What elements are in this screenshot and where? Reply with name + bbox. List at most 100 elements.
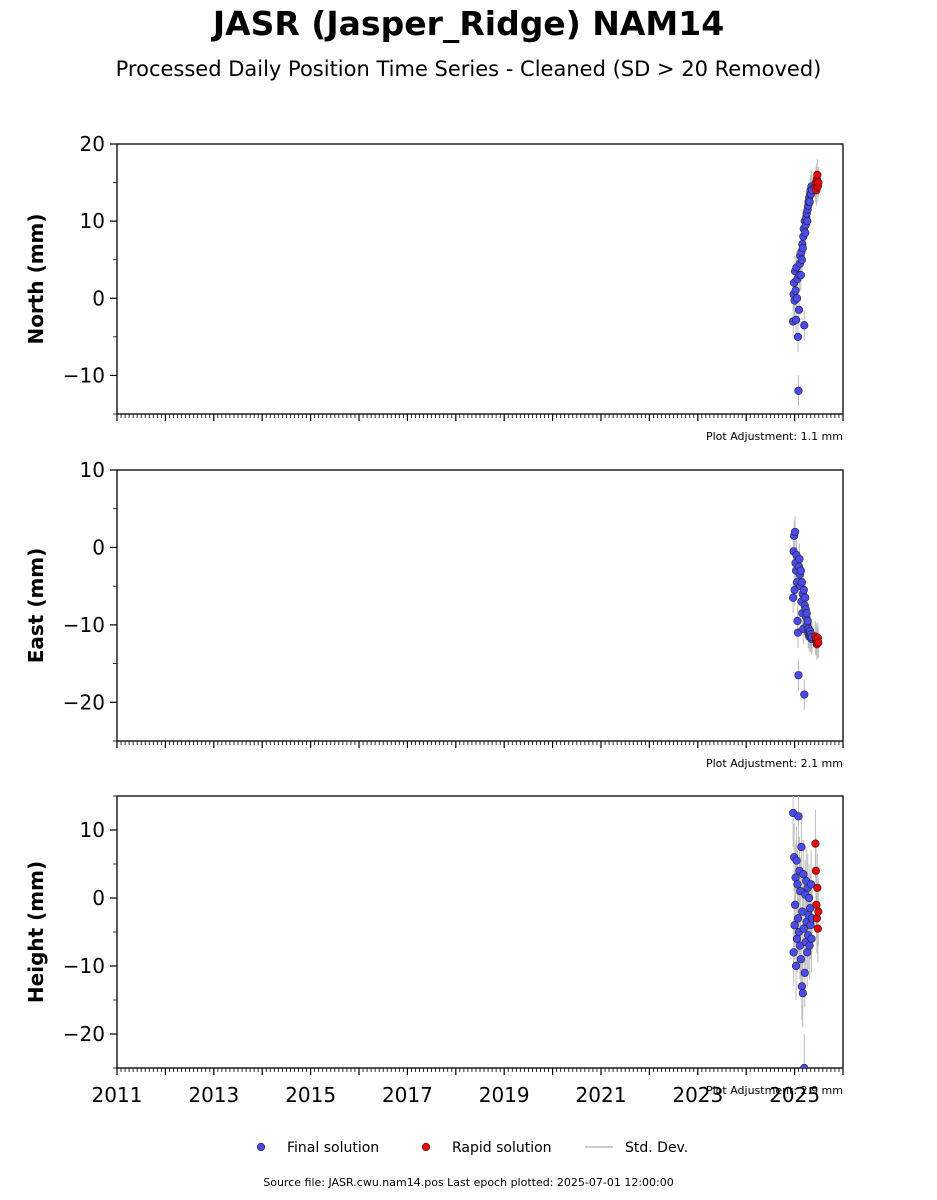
legend-marker-rapid (421, 1142, 431, 1152)
x-tick-label: 2017 (382, 1083, 433, 1107)
y-tick-label: 0 (92, 535, 105, 559)
plot-frame (116, 469, 844, 742)
x-tick-label: 2021 (576, 1083, 627, 1107)
source-footer: Source file: JASR.cwu.nam14.pos Last epo… (263, 1176, 674, 1189)
x-tick-label: 2013 (188, 1083, 239, 1107)
rapid-solution-point (813, 924, 822, 933)
y-tick-label: 20 (80, 132, 105, 156)
y-tick-label: 10 (80, 818, 105, 842)
final-solution-point (807, 934, 816, 943)
final-solution-point (805, 904, 815, 913)
final-solution-point (790, 585, 799, 595)
final-solution-point (799, 870, 808, 879)
final-solution-point (800, 321, 809, 330)
legend-marker-final (256, 1142, 266, 1152)
final-solution-point (791, 315, 801, 324)
final-solution-point (793, 616, 802, 626)
rapid-solution-point (814, 638, 823, 647)
final-solution-point (796, 955, 805, 964)
rapid-solution-point (814, 178, 823, 187)
final-solution-point (802, 609, 811, 618)
panel-2: −20 −10 0 10 East (mm) Plot Adjustment: 2.1 m… (24, 458, 844, 770)
final-solution-point (799, 585, 808, 595)
y-tick-label: −20 (63, 690, 105, 714)
final-solution-point (793, 332, 803, 341)
final-solution-point (797, 982, 806, 991)
final-solution-point (794, 812, 803, 821)
final-solution-point (798, 907, 807, 916)
final-solution-point (791, 873, 800, 882)
final-solution-point (790, 527, 800, 537)
final-solution-point (796, 271, 805, 280)
final-solution-point (800, 1063, 809, 1068)
rapid-solution-point (813, 883, 822, 892)
final-solution-point (794, 305, 804, 314)
panel-3: −20 −10 0 10 2011 2013 2015 2017 2019 2021 2023 202… (24, 795, 844, 1107)
final-solution-point (803, 217, 812, 226)
rapid-solution-point (813, 170, 822, 179)
y-axis-label: East (mm) (24, 548, 48, 664)
chart-title: JASR (Jasper_Ridge) NAM14 (212, 4, 725, 43)
plot-adjustment-note: Plot Adjustment: 2.9 mm (706, 1084, 843, 1097)
final-solution-point (803, 616, 812, 626)
x-tick-label: 2015 (285, 1083, 336, 1107)
y-axis-label: Height (mm) (24, 861, 48, 1003)
final-solution-point (797, 578, 806, 587)
final-solution-point (789, 593, 798, 602)
final-solution-point (794, 386, 803, 395)
final-solution-point (789, 948, 798, 957)
final-solution-point (800, 968, 809, 977)
final-solution-point (797, 255, 806, 264)
rapid-solution-point (812, 914, 821, 923)
final-solution-point (806, 880, 816, 889)
x-tick-label: 2019 (479, 1083, 530, 1107)
final-solution-point (799, 924, 808, 933)
final-solution-point (805, 197, 814, 206)
rapid-solution-point (814, 907, 823, 916)
final-solution-point (803, 948, 812, 957)
legend-label: Std. Dev. (625, 1140, 688, 1156)
y-tick-label: 0 (92, 286, 105, 310)
legend-label: Rapid solution (452, 1140, 552, 1156)
final-solution-point (795, 554, 804, 564)
final-solution-point (793, 880, 802, 889)
final-solution-point (793, 914, 803, 923)
final-solution-point (792, 934, 802, 943)
plot-frame (116, 795, 844, 1069)
plot-frame (116, 143, 844, 415)
final-solution-point (805, 893, 814, 903)
final-solution-point (800, 690, 809, 699)
data-layer (789, 516, 823, 711)
y-tick-label: −10 (63, 363, 105, 387)
final-solution-point (792, 294, 802, 303)
y-tick-label: 10 (80, 209, 105, 233)
plot-adjustment-note: Plot Adjustment: 2.1 mm (706, 757, 843, 770)
final-solution-point (796, 566, 805, 575)
final-solution-point (792, 856, 801, 865)
rapid-solution-point (812, 900, 821, 909)
final-solution-point (801, 228, 810, 237)
plot-adjustment-note: Plot Adjustment: 1.1 mm (706, 430, 843, 443)
rapid-solution-point (811, 866, 820, 875)
rapid-solution-point (811, 839, 820, 848)
y-tick-label: −20 (63, 1022, 105, 1046)
final-solution-point (790, 921, 799, 930)
final-solution-point (801, 593, 810, 602)
chart-subtitle: Processed Daily Position Time Series - C… (115, 57, 822, 81)
panel-1: −10 0 10 20 North (mm) Plot Adjustment: 1.1 m… (24, 132, 844, 443)
data-layer (789, 159, 823, 407)
final-solution-point (794, 671, 803, 680)
legend: Final solution Rapid solution Std. Dev. (256, 1140, 688, 1156)
final-solution-point (790, 900, 800, 909)
data-layer (789, 796, 823, 1068)
x-tick-label: 2023 (672, 1083, 723, 1107)
final-solution-point (806, 921, 815, 930)
x-tick-label: 2025 (769, 1083, 820, 1107)
y-tick-label: 10 (80, 458, 105, 482)
x-tick-label: 2011 (92, 1083, 143, 1107)
y-tick-label: 0 (92, 886, 105, 910)
final-solution-point (798, 244, 807, 253)
y-tick-label: −10 (63, 954, 105, 978)
final-solution-point (791, 286, 800, 295)
